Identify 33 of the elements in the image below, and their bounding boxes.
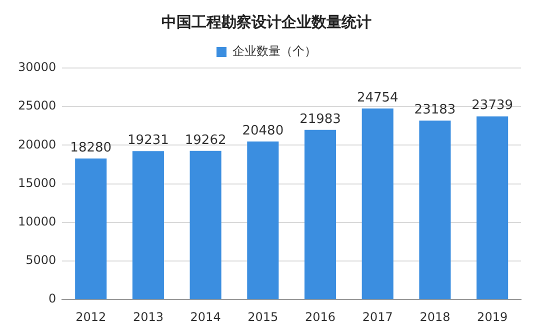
x-tick-label: 2016 [304,310,336,324]
chart-title: 中国工程勘察设计企业数量统计 [162,12,372,31]
data-label: 21983 [300,112,341,127]
x-tick-label: 2015 [248,310,278,324]
bar [75,158,107,300]
data-label: 19262 [184,132,226,148]
y-tick-label: 0 [48,292,56,306]
x-tick-label: 2018 [420,310,450,324]
bar [304,130,336,300]
data-label: 23183 [414,102,456,118]
data-label: 23739 [472,98,514,114]
bar [132,151,164,300]
bar [419,120,451,300]
y-tick-label: 25000 [18,98,56,113]
x-tick-label: 2012 [76,310,106,324]
y-tick-label: 10000 [18,214,56,229]
y-tick-label: 5000 [26,253,56,268]
data-label: 18280 [70,140,112,156]
y-tick-label: 20000 [18,137,56,152]
x-tick-label: 2014 [190,310,221,324]
x-tick-label: 2019 [477,310,508,324]
bar [190,150,222,300]
legend-label: 企业数量（个） [232,44,316,58]
x-tick-label: 2013 [132,310,164,324]
x-tick-label: 2017 [362,310,393,324]
bar [476,116,508,300]
bar [362,108,394,300]
bar [247,141,279,300]
data-label: 20480 [242,123,284,138]
y-tick-label: 15000 [18,176,56,190]
y-tick-label: 30000 [18,60,56,74]
data-label: 24754 [356,90,398,106]
data-label: 19231 [128,133,169,148]
